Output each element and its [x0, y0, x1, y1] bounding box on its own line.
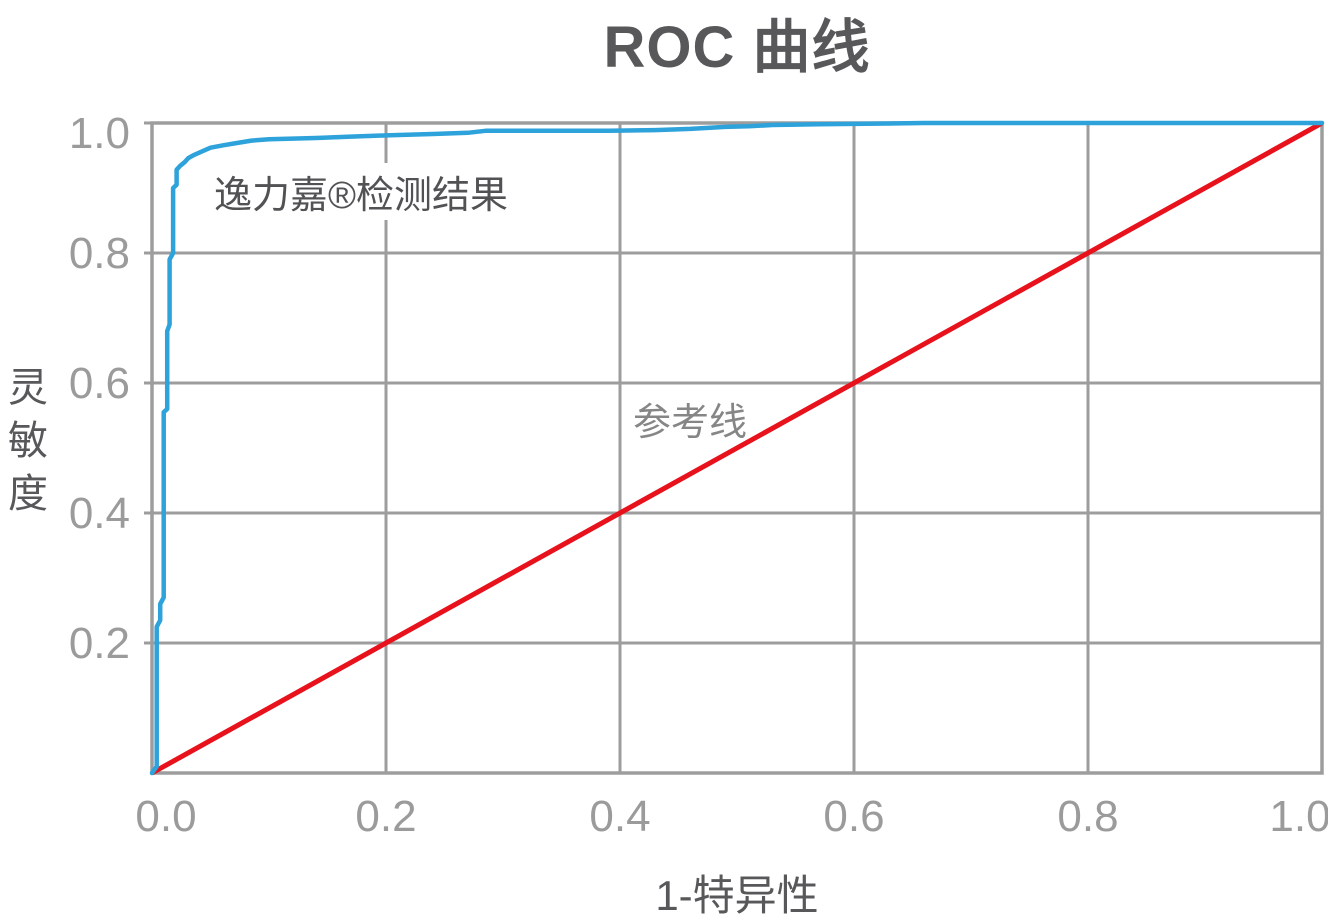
reference-line-label: 参考线: [633, 402, 748, 444]
y-tick-label: 0.2: [68, 619, 130, 668]
chart-title: ROC 曲线: [603, 15, 871, 80]
x-tick-label: 0.2: [355, 792, 417, 841]
plot-frame: [150, 121, 1324, 775]
y-tick-label: 1.0: [68, 109, 130, 158]
y-tick-label: 0.8: [68, 229, 130, 278]
x-tick-label: 0.0: [135, 792, 197, 841]
x-tick-label: 1.0: [1269, 792, 1328, 841]
x-tick-label: 0.6: [823, 792, 885, 841]
y-axis-label: 灵敏度: [2, 366, 46, 525]
roc-curve-line: [149, 120, 1325, 776]
x-tick-label: 0.8: [1057, 792, 1119, 841]
x-tick-label: 0.4: [589, 792, 651, 841]
reference-line: [150, 120, 1324, 776]
y-tick-label: 0.4: [68, 489, 130, 538]
x-axis-label: 1-特异性: [655, 872, 819, 916]
series-label-annotation: 逸力嘉®检测结果: [205, 163, 517, 220]
y-tick-label: 0.6: [68, 359, 130, 408]
